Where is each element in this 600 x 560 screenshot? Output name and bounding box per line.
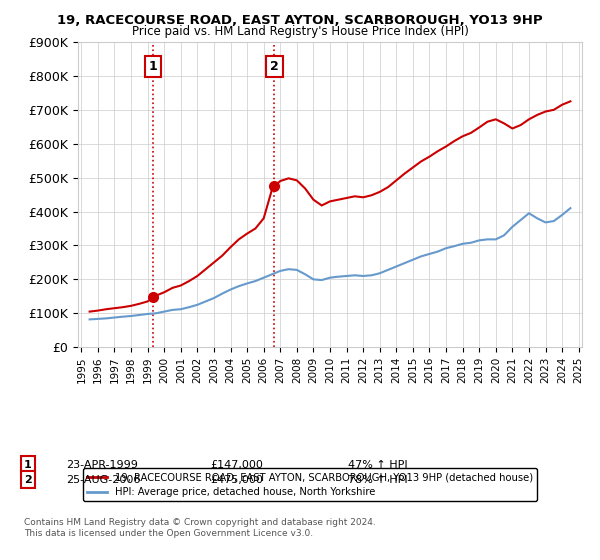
Legend: 19, RACECOURSE ROAD, EAST AYTON, SCARBOROUGH, YO13 9HP (detached house), HPI: Av: 19, RACECOURSE ROAD, EAST AYTON, SCARBOR… bbox=[83, 468, 537, 501]
Text: Contains HM Land Registry data © Crown copyright and database right 2024.
This d: Contains HM Land Registry data © Crown c… bbox=[24, 518, 376, 538]
Text: £147,000: £147,000 bbox=[210, 460, 263, 470]
Text: 1: 1 bbox=[24, 460, 32, 470]
Text: Price paid vs. HM Land Registry's House Price Index (HPI): Price paid vs. HM Land Registry's House … bbox=[131, 25, 469, 38]
Text: 2: 2 bbox=[24, 475, 32, 485]
Text: £475,000: £475,000 bbox=[210, 475, 263, 485]
Text: 19, RACECOURSE ROAD, EAST AYTON, SCARBOROUGH, YO13 9HP: 19, RACECOURSE ROAD, EAST AYTON, SCARBOR… bbox=[57, 14, 543, 27]
Text: 23-APR-1999: 23-APR-1999 bbox=[66, 460, 138, 470]
Text: 47% ↑ HPI: 47% ↑ HPI bbox=[348, 460, 407, 470]
Text: 25-AUG-2006: 25-AUG-2006 bbox=[66, 475, 140, 485]
Text: 1: 1 bbox=[148, 60, 157, 73]
Text: 78% ↑ HPI: 78% ↑ HPI bbox=[348, 475, 407, 485]
Text: 2: 2 bbox=[270, 60, 279, 73]
